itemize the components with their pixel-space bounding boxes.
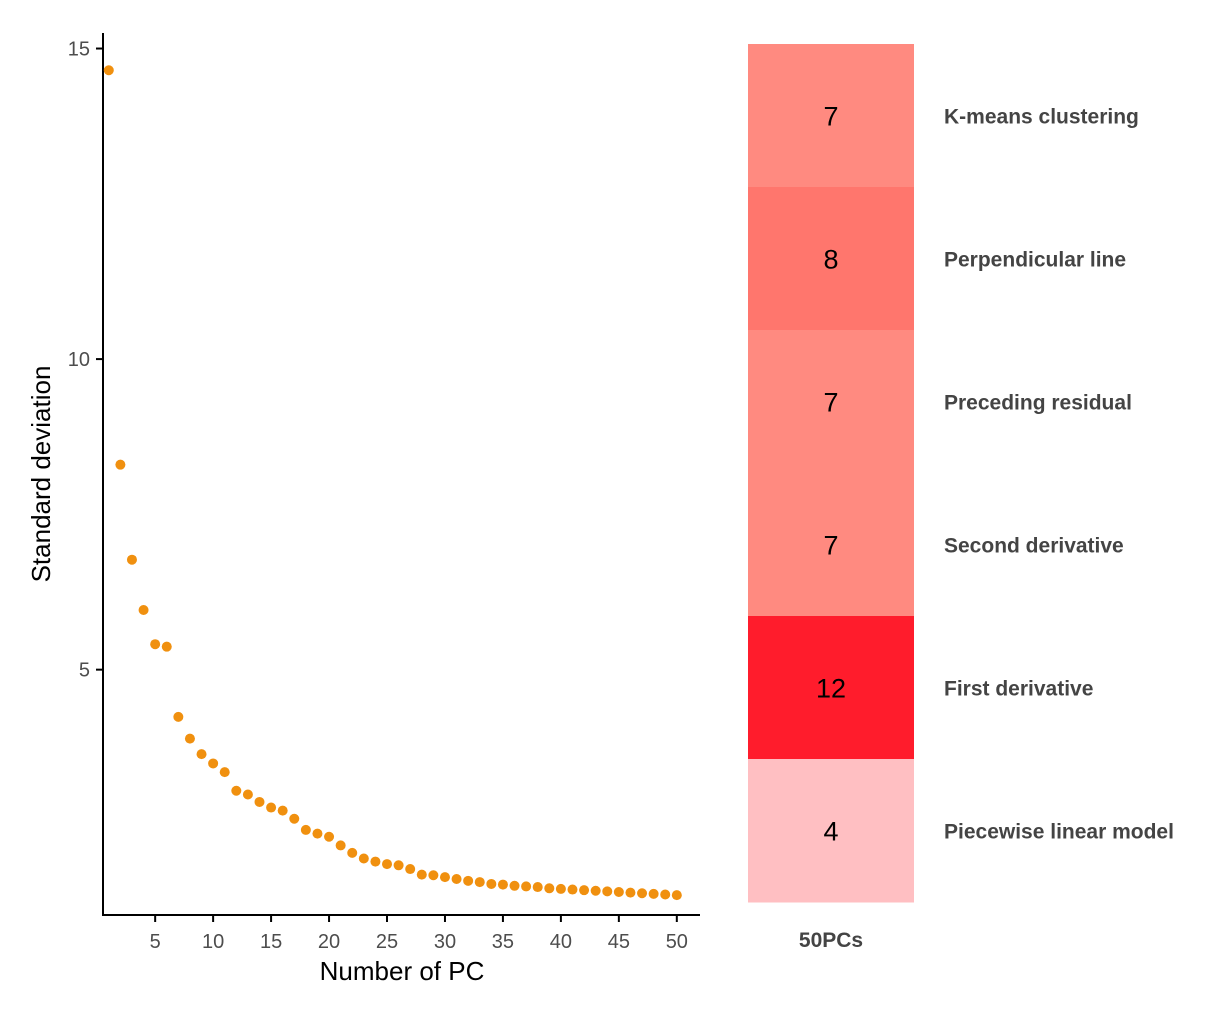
y-axis-title: Standard deviation xyxy=(26,366,56,583)
x-tick-label: 35 xyxy=(492,931,514,953)
data-point xyxy=(115,459,126,470)
data-point xyxy=(567,884,578,895)
data-point xyxy=(219,767,230,778)
data-point xyxy=(173,711,184,722)
data-point xyxy=(625,887,636,898)
data-point xyxy=(416,869,427,880)
data-point xyxy=(497,879,508,890)
data-point xyxy=(231,785,242,796)
heatmap-cell xyxy=(748,187,914,331)
heatmap-cell-value: 7 xyxy=(823,102,838,132)
heatmap-row-label: Perpendicular line xyxy=(944,249,1126,272)
data-point xyxy=(266,802,277,813)
data-point xyxy=(532,882,543,893)
data-point xyxy=(161,641,172,652)
x-tick-label: 50 xyxy=(666,931,688,953)
data-point xyxy=(428,870,439,881)
data-point xyxy=(370,856,381,867)
data-point xyxy=(150,639,161,650)
data-point xyxy=(184,733,195,744)
data-point xyxy=(544,883,555,894)
data-point xyxy=(138,605,149,616)
data-point xyxy=(602,886,613,897)
heatmap-row-label: Second derivative xyxy=(944,535,1124,558)
data-point xyxy=(648,888,659,899)
heatmap-cell-value: 7 xyxy=(823,531,838,561)
data-point xyxy=(347,847,358,858)
data-point xyxy=(254,796,265,807)
x-tick-label: 30 xyxy=(434,931,456,953)
data-point xyxy=(486,878,497,889)
data-point xyxy=(126,554,137,565)
heatmap-row-label: Preceding residual xyxy=(944,392,1132,415)
data-point xyxy=(463,875,474,886)
data-point xyxy=(660,889,671,900)
data-point xyxy=(277,805,288,816)
y-tick-label: 10 xyxy=(68,349,90,371)
data-point xyxy=(671,890,682,901)
heatmap-cell xyxy=(748,759,914,903)
heatmap-cell-value: 7 xyxy=(823,388,838,418)
data-point xyxy=(521,881,532,892)
heatmap-row-label: First derivative xyxy=(944,678,1093,701)
heatmap-cell-value: 8 xyxy=(823,245,838,275)
data-point xyxy=(555,883,566,894)
heatmap-cell xyxy=(748,330,914,474)
data-point xyxy=(393,860,404,871)
data-point xyxy=(103,65,114,76)
heatmap-column-label: 50PCs xyxy=(799,929,863,952)
x-tick-label: 40 xyxy=(550,931,572,953)
x-tick-label: 5 xyxy=(150,931,161,953)
x-tick-label: 25 xyxy=(376,931,398,953)
scree-plot: 5 10 15 5 10 15 20 25 30 35 40 45 50 Number of PC S… xyxy=(26,33,700,986)
method-heatmap: 7 K-means clustering 8 Perpendicular line 7 P… xyxy=(748,44,1174,952)
heatmap-row-label: Piecewise linear model xyxy=(944,821,1174,844)
data-point xyxy=(242,789,253,800)
data-point xyxy=(451,873,462,884)
x-tick-label: 10 xyxy=(202,931,224,953)
heatmap-cell-value: 4 xyxy=(823,817,838,847)
data-point xyxy=(358,853,369,864)
data-point xyxy=(474,877,485,888)
x-tick-label: 45 xyxy=(608,931,630,953)
x-tick-label: 20 xyxy=(318,931,340,953)
y-tick-label: 5 xyxy=(79,660,90,682)
data-point xyxy=(196,749,207,760)
data-point xyxy=(509,880,520,891)
data-point xyxy=(405,864,416,875)
x-axis-title: Number of PC xyxy=(320,956,485,986)
x-tick-label: 15 xyxy=(260,931,282,953)
heatmap-cell xyxy=(748,44,914,188)
data-point xyxy=(289,813,300,824)
data-point xyxy=(579,885,590,896)
heatmap-cell-value: 12 xyxy=(816,674,846,704)
data-point xyxy=(590,885,601,896)
data-point xyxy=(613,887,624,898)
data-point xyxy=(637,888,648,899)
data-point xyxy=(312,828,323,839)
data-point xyxy=(439,872,450,883)
data-point xyxy=(382,859,393,870)
data-point xyxy=(300,824,311,835)
heatmap-cell xyxy=(748,473,914,617)
y-tick-label: 15 xyxy=(68,39,90,61)
data-point xyxy=(335,840,346,851)
heatmap-cell xyxy=(748,616,914,760)
heatmap-row-label: K-means clustering xyxy=(944,106,1139,129)
data-point xyxy=(324,831,335,842)
data-point xyxy=(208,758,219,769)
